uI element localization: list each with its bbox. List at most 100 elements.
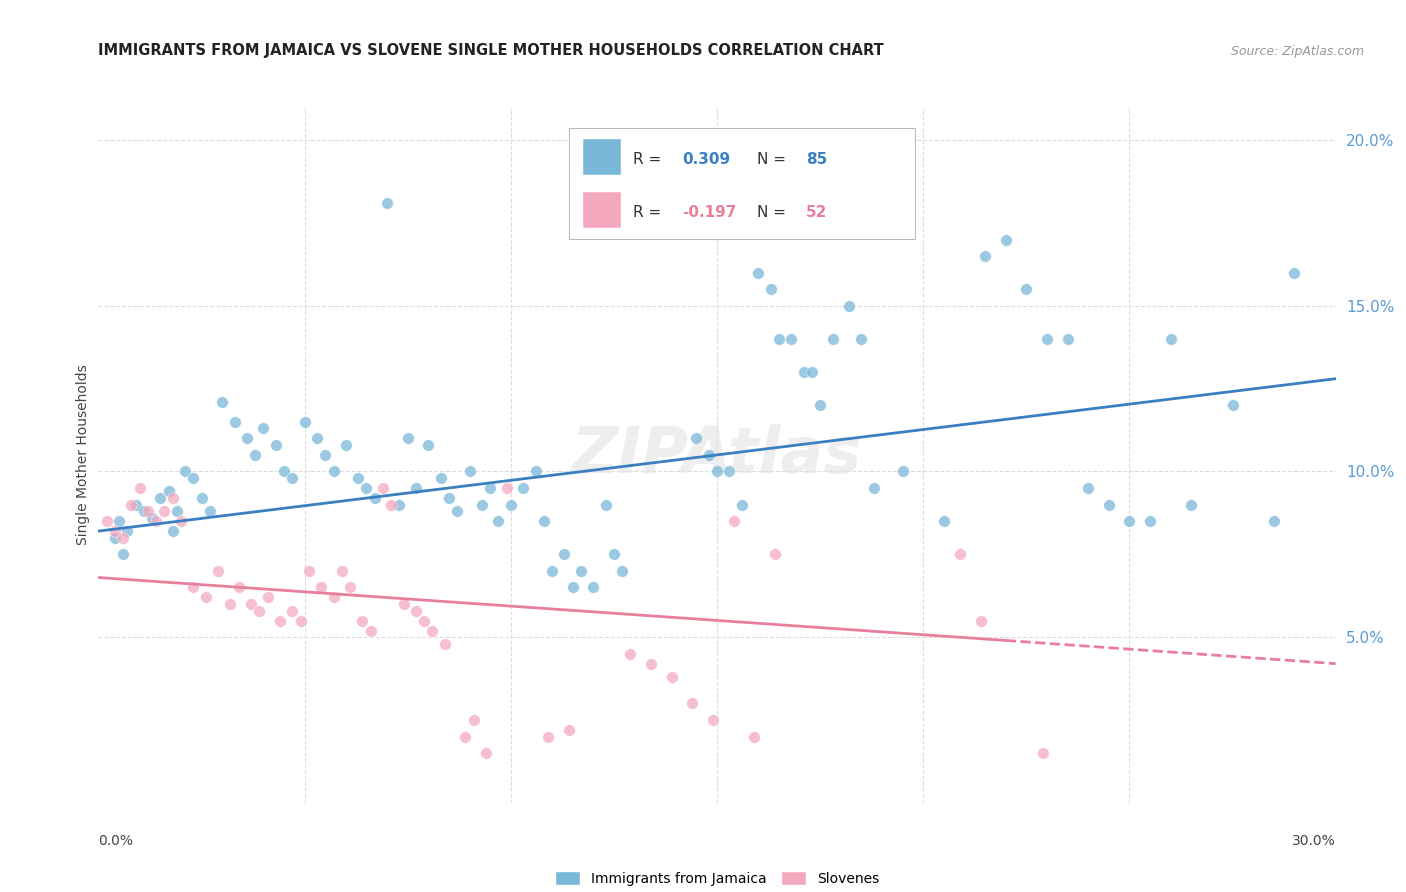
Point [375, 196, 398, 211]
Point [437, 491, 460, 505]
Point [1160, 332, 1182, 346]
Point [1139, 514, 1161, 528]
Text: 0.309: 0.309 [682, 152, 731, 167]
Text: 85: 85 [806, 152, 827, 167]
Text: 52: 52 [806, 205, 828, 220]
Point [851, 332, 873, 346]
Point [117, 524, 139, 538]
Point [747, 266, 769, 280]
Point [392, 597, 415, 611]
Point [994, 233, 1017, 247]
Point [1077, 481, 1099, 495]
Point [128, 481, 150, 495]
Point [149, 491, 172, 505]
Point [731, 498, 754, 512]
Point [479, 481, 502, 495]
Point [471, 498, 494, 512]
Point [742, 730, 765, 744]
Point [1032, 746, 1054, 760]
Point [132, 504, 155, 518]
Point [582, 581, 605, 595]
Point [380, 498, 402, 512]
Point [108, 514, 131, 528]
Point [768, 332, 790, 346]
Point [335, 438, 357, 452]
Point [793, 365, 815, 379]
Point [800, 365, 823, 379]
Text: ZIPAtlas: ZIPAtlas [572, 424, 862, 486]
Point [619, 647, 641, 661]
Text: N =: N = [756, 205, 790, 220]
Point [488, 514, 510, 528]
Point [162, 524, 184, 538]
Point [1056, 332, 1078, 346]
Point [243, 448, 266, 462]
Point [640, 657, 662, 671]
Point [236, 431, 259, 445]
Point [1284, 266, 1306, 280]
Point [153, 504, 176, 518]
FancyBboxPatch shape [568, 128, 915, 239]
Point [96, 514, 118, 528]
Point [557, 723, 579, 737]
Text: -0.197: -0.197 [682, 205, 737, 220]
Point [224, 415, 246, 429]
Point [759, 282, 782, 296]
Point [429, 471, 451, 485]
Point [356, 481, 378, 495]
Point [104, 531, 127, 545]
Point [194, 591, 217, 605]
Point [1098, 498, 1121, 512]
Y-axis label: Single Mother Households: Single Mother Households [76, 365, 90, 545]
Text: 0.0%: 0.0% [98, 834, 134, 848]
Point [723, 514, 745, 528]
Point [681, 697, 703, 711]
Point [569, 564, 592, 578]
Point [252, 421, 274, 435]
Text: N =: N = [756, 152, 790, 167]
Point [273, 465, 295, 479]
Text: 30.0%: 30.0% [1292, 834, 1336, 848]
Bar [583, 193, 620, 228]
Point [970, 614, 993, 628]
Text: R =: R = [633, 205, 666, 220]
Point [145, 514, 167, 528]
Point [1118, 514, 1140, 528]
Point [1015, 282, 1038, 296]
Point [190, 491, 212, 505]
Point [697, 448, 720, 462]
Point [418, 438, 440, 452]
Point [364, 491, 387, 505]
Point [247, 604, 270, 618]
Point [422, 624, 444, 638]
Point [104, 524, 127, 538]
Point [281, 604, 304, 618]
Point [458, 465, 481, 479]
Point [112, 547, 135, 561]
Point [433, 637, 456, 651]
Point [891, 465, 914, 479]
Point [446, 504, 468, 518]
Point [181, 471, 204, 485]
Point [219, 597, 242, 611]
Point [124, 498, 146, 512]
Point [533, 514, 555, 528]
Bar [583, 139, 620, 175]
Point [339, 581, 361, 595]
Point [170, 514, 193, 528]
Point [454, 730, 477, 744]
Point [264, 438, 287, 452]
Point [322, 591, 344, 605]
Point [949, 547, 972, 561]
Point [240, 597, 263, 611]
Point [763, 547, 786, 561]
Point [305, 431, 328, 445]
Point [1036, 332, 1059, 346]
Point [718, 465, 741, 479]
Text: Source: ZipAtlas.com: Source: ZipAtlas.com [1230, 45, 1364, 58]
Legend: Immigrants from Jamaica, Slovenes: Immigrants from Jamaica, Slovenes [550, 865, 884, 891]
Point [821, 332, 844, 346]
Point [298, 564, 321, 578]
Point [228, 581, 250, 595]
Point [661, 670, 683, 684]
